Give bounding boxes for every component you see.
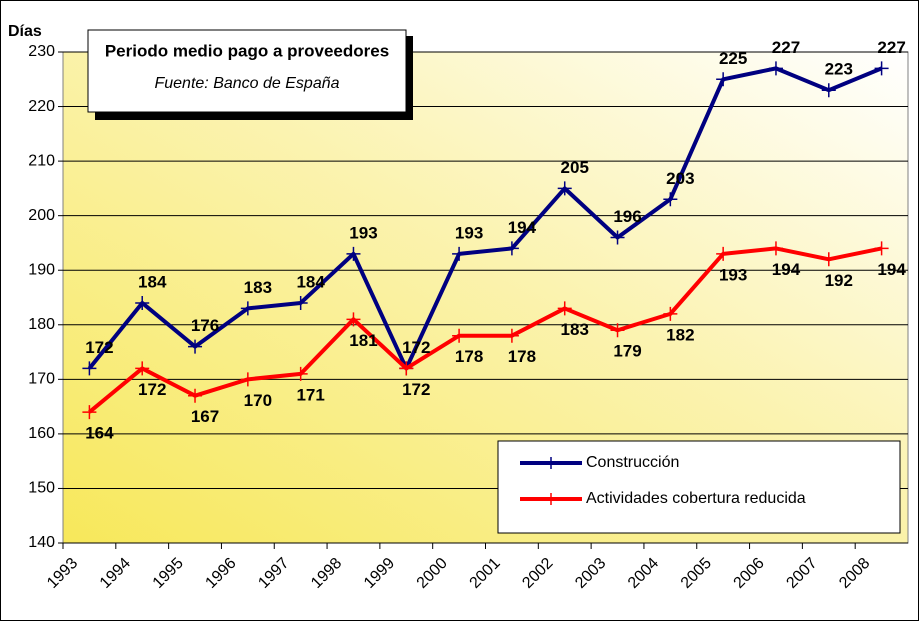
data-label: 183 [561, 320, 589, 339]
data-label: 193 [455, 223, 483, 242]
point-marker [293, 295, 308, 310]
point-marker [663, 192, 678, 207]
point-marker [874, 241, 889, 256]
data-label: 178 [508, 347, 536, 366]
y-tick-label: 200 [28, 207, 55, 224]
data-label: 167 [191, 407, 219, 426]
legend-box [497, 440, 901, 534]
y-tick-label: 170 [28, 371, 55, 388]
point-marker [452, 246, 467, 261]
data-label: 227 [877, 38, 905, 57]
y-tick-label: 220 [28, 98, 55, 115]
y-tick-label: 150 [28, 480, 55, 497]
data-label: 178 [455, 347, 483, 366]
point-marker [188, 388, 203, 403]
legend-label: Actividades cobertura reducida [586, 490, 806, 507]
data-label: 194 [508, 218, 537, 237]
data-label: 193 [349, 223, 377, 242]
data-label: 171 [296, 385, 324, 404]
y-axis-label: Días [8, 23, 42, 40]
data-label: 184 [138, 272, 167, 291]
point-marker [346, 312, 361, 327]
point-marker [135, 295, 150, 310]
data-label: 205 [561, 158, 589, 177]
data-label: 194 [877, 260, 906, 279]
point-marker [610, 230, 625, 245]
y-tick-label: 140 [28, 534, 55, 551]
point-marker [240, 372, 255, 387]
point-marker [768, 61, 783, 76]
point-marker [240, 301, 255, 316]
y-tick-label: 180 [28, 316, 55, 333]
data-label: 193 [719, 265, 747, 284]
data-label: 203 [666, 169, 694, 188]
point-marker [821, 83, 836, 98]
point-marker [135, 361, 150, 376]
data-label: 196 [613, 207, 641, 226]
point-marker [821, 252, 836, 267]
point-marker [82, 361, 97, 376]
series-line [87, 66, 883, 371]
data-label: 172 [138, 380, 166, 399]
data-label: 172 [85, 338, 113, 357]
data-label: 179 [613, 342, 641, 361]
point-marker [768, 241, 783, 256]
data-label: 181 [349, 331, 377, 350]
point-marker [188, 339, 203, 354]
point-marker [346, 246, 361, 261]
point-marker [399, 361, 414, 376]
series-line [88, 246, 882, 414]
data-label: 223 [825, 60, 853, 79]
point-marker [663, 306, 678, 321]
data-label: 194 [772, 260, 801, 279]
point-marker [557, 301, 572, 316]
point-marker [610, 323, 625, 338]
point-marker [557, 181, 572, 196]
chart-subtitle: Fuente: Banco de España [154, 75, 339, 92]
point-marker [874, 61, 889, 76]
point-marker [504, 328, 519, 343]
data-label: 183 [244, 278, 272, 297]
y-tick-label: 230 [28, 43, 55, 60]
data-label: 170 [244, 391, 272, 410]
y-tick-label: 160 [28, 425, 55, 442]
data-label: 176 [191, 316, 219, 335]
data-label: 225 [719, 49, 747, 68]
y-tick-label: 210 [28, 152, 55, 169]
data-label: 164 [85, 424, 114, 443]
data-label: 184 [296, 272, 325, 291]
data-label: 192 [825, 271, 853, 290]
title-box [87, 29, 407, 113]
chart-title: Periodo medio pago a proveedores [105, 41, 389, 60]
point-marker [293, 366, 308, 381]
legend-label: Construcción [586, 454, 679, 471]
point-marker [716, 72, 731, 87]
data-label: 172 [402, 338, 430, 357]
data-label: 172 [402, 380, 430, 399]
y-tick-label: 190 [28, 261, 55, 278]
data-label: 227 [772, 38, 800, 57]
point-marker [452, 328, 467, 343]
point-marker [504, 241, 519, 256]
point-marker [82, 405, 97, 420]
data-label: 182 [666, 325, 694, 344]
point-marker [716, 246, 731, 261]
